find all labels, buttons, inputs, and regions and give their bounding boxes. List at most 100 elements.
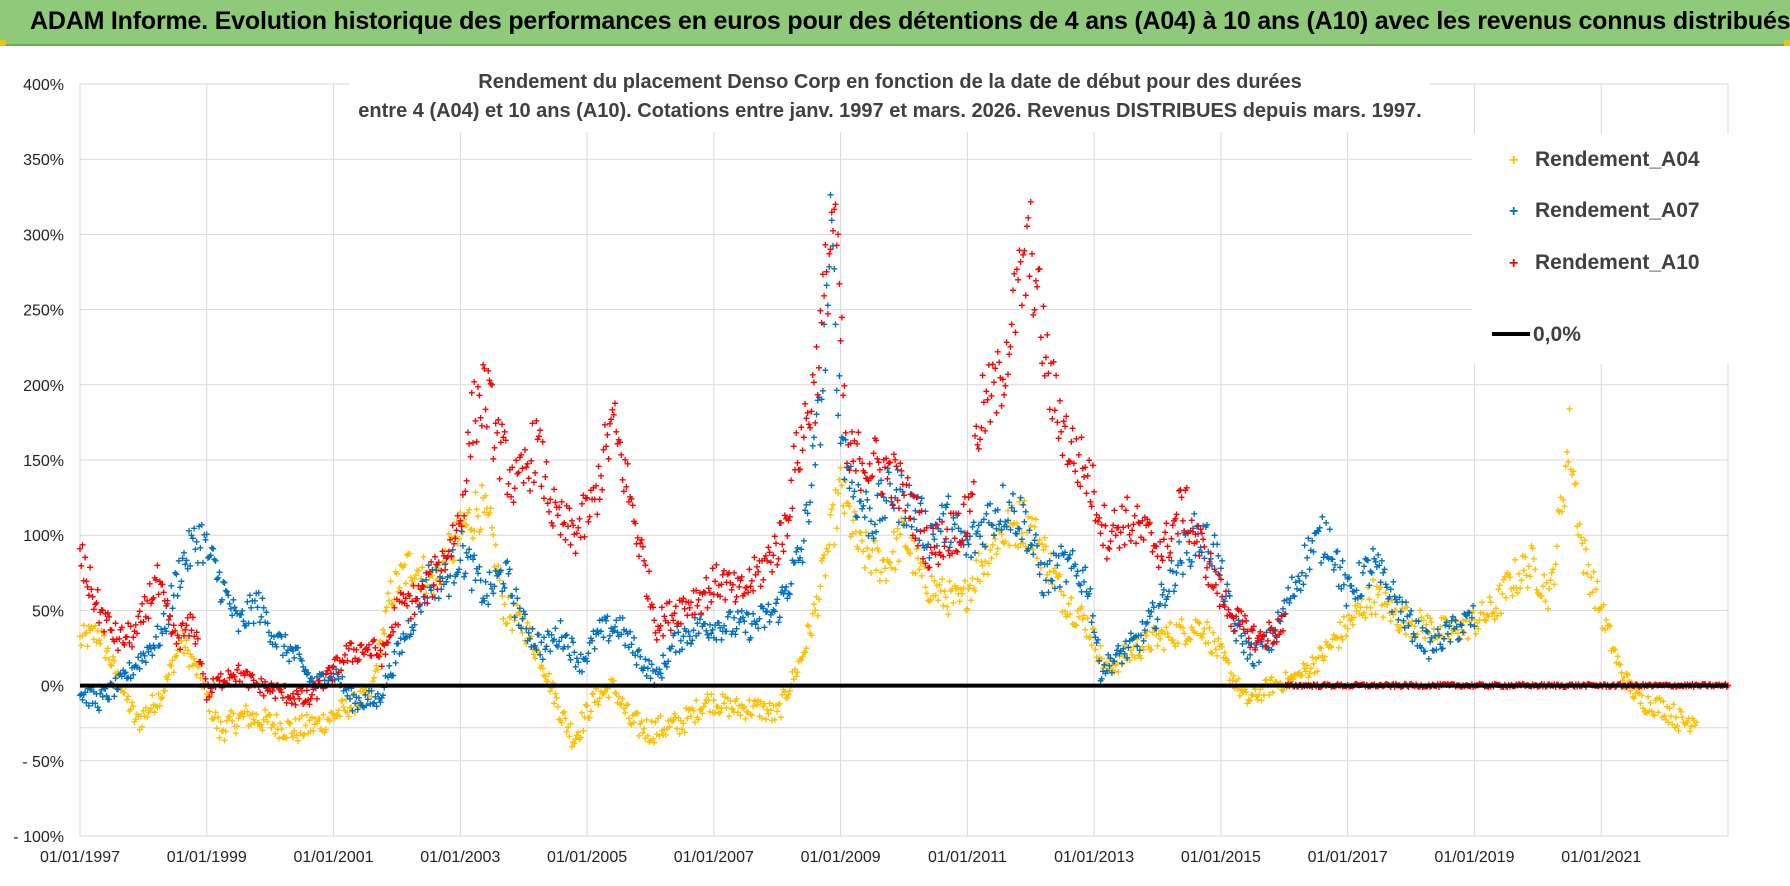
data-point: + bbox=[306, 675, 313, 689]
data-point: + bbox=[642, 653, 649, 667]
data-point: + bbox=[467, 450, 474, 464]
data-point: + bbox=[1130, 631, 1137, 645]
data-point: + bbox=[575, 726, 582, 740]
data-point: + bbox=[224, 585, 231, 599]
data-point: + bbox=[1087, 630, 1094, 644]
data-point: + bbox=[1357, 590, 1364, 604]
data-point: + bbox=[186, 660, 193, 674]
data-point: + bbox=[737, 573, 744, 587]
data-point: + bbox=[353, 643, 360, 657]
data-point: + bbox=[1191, 507, 1198, 521]
data-point: + bbox=[146, 577, 153, 591]
data-point: + bbox=[591, 642, 598, 656]
data-point: + bbox=[578, 665, 585, 679]
data-point: + bbox=[330, 667, 337, 681]
data-point: + bbox=[918, 504, 925, 518]
data-point: + bbox=[1552, 558, 1559, 572]
data-point: + bbox=[1532, 563, 1539, 577]
data-point: + bbox=[1037, 561, 1044, 575]
data-point: + bbox=[347, 701, 354, 715]
data-point: + bbox=[665, 654, 672, 668]
data-point: + bbox=[1285, 581, 1292, 595]
data-point: + bbox=[1266, 643, 1273, 657]
data-point: + bbox=[1305, 671, 1312, 685]
data-point: + bbox=[562, 629, 569, 643]
data-point: + bbox=[164, 597, 171, 611]
data-point: + bbox=[254, 600, 261, 614]
data-point: + bbox=[539, 435, 546, 449]
data-point: + bbox=[1125, 640, 1132, 654]
data-point: + bbox=[633, 537, 640, 551]
data-point: + bbox=[842, 474, 849, 488]
data-point: + bbox=[960, 538, 967, 552]
data-point: + bbox=[288, 642, 295, 656]
data-point: + bbox=[843, 461, 850, 475]
data-point: + bbox=[615, 630, 622, 644]
data-point: + bbox=[278, 630, 285, 644]
data-point: + bbox=[406, 547, 413, 561]
data-point: + bbox=[407, 571, 414, 585]
data-point: + bbox=[284, 644, 291, 658]
data-point: + bbox=[873, 564, 880, 578]
data-point: + bbox=[996, 355, 1003, 369]
data-point: + bbox=[1609, 642, 1616, 656]
data-point: + bbox=[207, 549, 214, 563]
data-point: + bbox=[1197, 540, 1204, 554]
data-point: + bbox=[1044, 328, 1051, 342]
data-point: + bbox=[1193, 520, 1200, 534]
data-point: + bbox=[111, 654, 118, 668]
data-point: + bbox=[587, 632, 594, 646]
data-point: + bbox=[1517, 582, 1524, 596]
data-point: + bbox=[160, 585, 167, 599]
data-point: + bbox=[554, 640, 561, 654]
data-point: + bbox=[1522, 550, 1529, 564]
data-point: + bbox=[641, 660, 648, 674]
data-point: + bbox=[669, 608, 676, 622]
data-point: + bbox=[300, 697, 307, 711]
header-banner: ADAM Informe. Evolution historique des p… bbox=[0, 0, 1790, 46]
data-point: + bbox=[1334, 544, 1341, 558]
data-point: + bbox=[869, 543, 876, 557]
data-point: + bbox=[533, 643, 540, 657]
data-point: + bbox=[1088, 615, 1095, 629]
data-point: + bbox=[906, 547, 913, 561]
data-point: + bbox=[1290, 673, 1297, 687]
data-point: + bbox=[444, 571, 451, 585]
data-point: + bbox=[76, 629, 83, 643]
data-point: + bbox=[448, 531, 455, 545]
data-point: + bbox=[700, 585, 707, 599]
data-point: + bbox=[1094, 633, 1101, 647]
data-point: + bbox=[1160, 583, 1167, 597]
data-point: + bbox=[900, 518, 907, 532]
data-point: + bbox=[1324, 550, 1331, 564]
data-point: + bbox=[251, 716, 258, 730]
data-point: + bbox=[1415, 614, 1422, 628]
data-point: + bbox=[832, 317, 839, 331]
data-point: + bbox=[852, 525, 859, 539]
data-point: + bbox=[1673, 711, 1680, 725]
data-point: + bbox=[1051, 561, 1058, 575]
data-point: + bbox=[663, 596, 670, 610]
data-point: + bbox=[614, 626, 621, 640]
data-point: + bbox=[712, 574, 719, 588]
data-point: + bbox=[182, 641, 189, 655]
data-point: + bbox=[1292, 576, 1299, 590]
data-point: + bbox=[833, 521, 840, 535]
data-point: + bbox=[1394, 618, 1401, 632]
data-point: + bbox=[1333, 630, 1340, 644]
data-point: + bbox=[163, 670, 170, 684]
data-point: + bbox=[368, 649, 375, 663]
data-point: + bbox=[642, 731, 649, 745]
data-point: + bbox=[360, 647, 367, 661]
data-point: + bbox=[656, 623, 663, 637]
data-point: + bbox=[306, 697, 313, 711]
data-point: + bbox=[1144, 615, 1151, 629]
data-point: + bbox=[527, 632, 534, 646]
data-point: + bbox=[1348, 612, 1355, 626]
data-point: + bbox=[1030, 543, 1037, 557]
data-point: + bbox=[1626, 674, 1633, 688]
data-point: + bbox=[663, 660, 670, 674]
data-point: + bbox=[229, 669, 236, 683]
data-point: + bbox=[759, 712, 766, 726]
data-point: + bbox=[1505, 568, 1512, 582]
